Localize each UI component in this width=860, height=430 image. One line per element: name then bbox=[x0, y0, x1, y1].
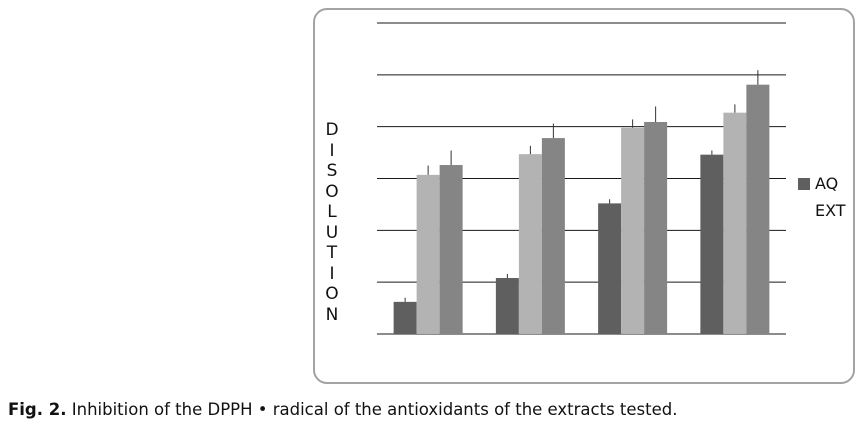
y-axis-label-letter: O bbox=[325, 181, 339, 202]
legend-label: EXT bbox=[815, 201, 846, 220]
legend-item: AQ bbox=[798, 170, 846, 197]
bar-series-2 bbox=[723, 112, 747, 335]
bar-aq bbox=[598, 203, 622, 334]
legend-item: EXT bbox=[798, 197, 846, 224]
bar-aq bbox=[495, 278, 519, 334]
bar-ext bbox=[746, 84, 770, 334]
y-axis-label-letter: T bbox=[326, 243, 338, 263]
bar-aq bbox=[700, 154, 724, 334]
bar-series-2 bbox=[416, 174, 440, 334]
caption-text: Inhibition of the DPPH • radical of the … bbox=[66, 400, 678, 419]
bar-ext bbox=[541, 138, 565, 334]
legend-label: AQ bbox=[815, 174, 839, 193]
legend-swatch bbox=[798, 177, 810, 190]
bar-aq bbox=[393, 301, 417, 334]
bar-series-2 bbox=[518, 154, 542, 334]
bar-ext bbox=[439, 165, 463, 334]
y-axis-label-letter: U bbox=[325, 222, 339, 243]
figure-caption: Fig. 2. Inhibition of the DPPH • radical… bbox=[8, 400, 677, 419]
y-axis-label-letter: I bbox=[329, 140, 335, 161]
y-axis-label-letter: O bbox=[325, 284, 339, 304]
caption-label: Fig. 2. bbox=[8, 400, 67, 419]
y-axis-label-letter: D bbox=[325, 120, 339, 140]
y-axis-label-letter: I bbox=[329, 263, 335, 284]
y-axis-label-letter: N bbox=[325, 304, 339, 325]
y-axis-label-letter: L bbox=[327, 202, 337, 222]
bar-ext bbox=[644, 122, 668, 334]
chart-legend: AQ EXT bbox=[798, 170, 846, 224]
y-axis-label-letter: S bbox=[326, 161, 338, 181]
bar-series-2 bbox=[621, 127, 645, 334]
